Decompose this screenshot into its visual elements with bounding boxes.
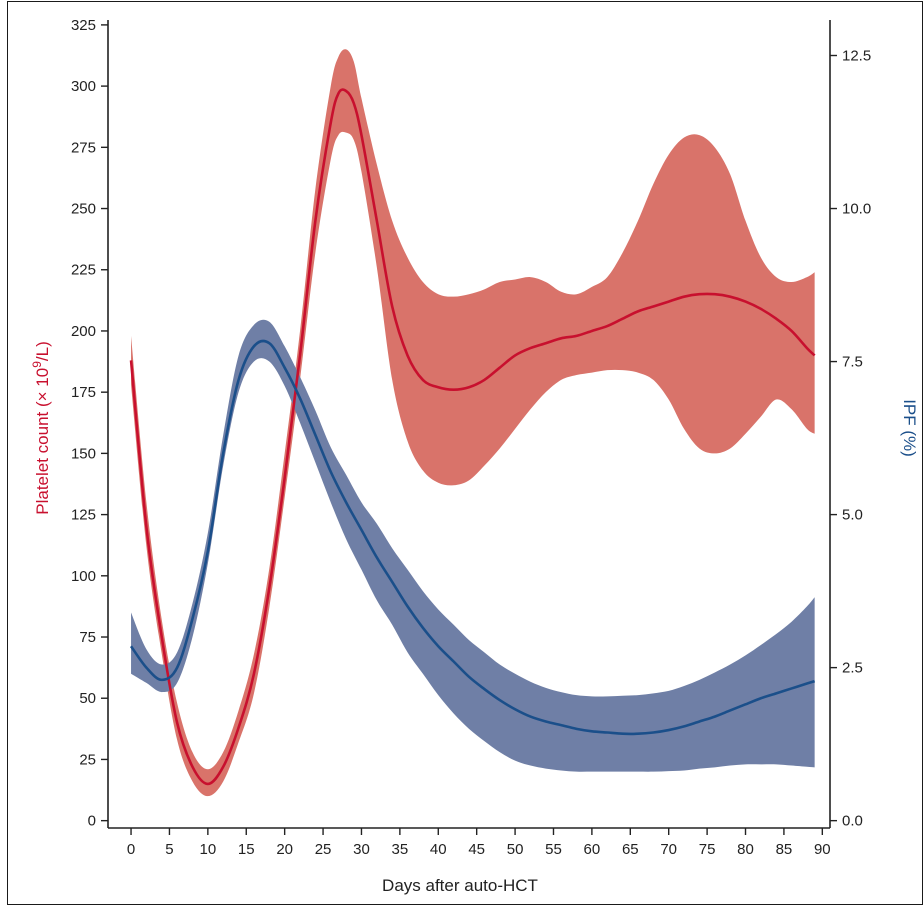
x-tick-label: 55 — [545, 841, 562, 858]
y-right-tick-label: 5.0 — [842, 507, 863, 524]
x-tick-label: 20 — [276, 841, 293, 858]
x-tick-label: 85 — [776, 841, 793, 858]
x-tick-label: 60 — [584, 841, 601, 858]
confidence-bands — [131, 49, 815, 797]
axes: 0 5 10 15 20 25 30 35 40 45 50 55 60 65 70 75 80 85 90 0 25 5… — [71, 17, 871, 858]
y-left-tick-label: 75 — [79, 629, 96, 646]
series-lines — [129, 88, 816, 786]
platelet-line — [129, 88, 816, 786]
x-tick-label: 25 — [315, 841, 332, 858]
y-left-tick-label: 125 — [71, 507, 96, 524]
y-left-tick-label: 25 — [79, 751, 96, 768]
x-tick-label: 80 — [737, 841, 754, 858]
x-tick-label: 65 — [622, 841, 639, 858]
y-left-tick-label: 50 — [79, 690, 96, 707]
y-left-tick-label: 175 — [71, 384, 96, 401]
x-tick-label: 90 — [814, 841, 831, 858]
y-axis-left-title: Platelet count (× 109/L) — [30, 341, 52, 515]
y-left-tick-label: 275 — [71, 139, 96, 156]
platelet-confidence-band — [131, 49, 815, 797]
x-tick-label: 70 — [660, 841, 677, 858]
x-tick-label: 45 — [468, 841, 485, 858]
x-tick-label: 50 — [507, 841, 524, 858]
y-right-tick-label: 7.5 — [842, 354, 863, 371]
y-left-tick-label: 300 — [71, 78, 96, 95]
y-left-tick-label: 225 — [71, 262, 96, 279]
x-tick-label: 10 — [200, 841, 217, 858]
x-axis-title: Days after auto-HCT — [382, 876, 538, 895]
y-axis-right-title: IPF (%) — [900, 399, 919, 457]
y-right-tick-label: 10.0 — [842, 201, 871, 218]
x-tick-label: 5 — [165, 841, 173, 858]
y-left-tick-label: 100 — [71, 568, 96, 585]
x-tick-label: 40 — [430, 841, 447, 858]
x-tick-label: 35 — [392, 841, 409, 858]
y-right-tick-label: 12.5 — [842, 48, 871, 65]
y-left-tick-label: 200 — [71, 323, 96, 340]
y-right-tick-label: 0.0 — [842, 813, 863, 830]
y-left-tick-label: 325 — [71, 17, 96, 34]
y-left-tick-label: 250 — [71, 201, 96, 218]
y-right-tick-label: 2.5 — [842, 660, 863, 677]
x-tick-label: 15 — [238, 841, 255, 858]
x-tick-label: 75 — [699, 841, 716, 858]
x-tick-label: 0 — [127, 841, 135, 858]
y-left-tick-label: 0 — [88, 813, 96, 830]
ipf-line — [129, 339, 816, 736]
y-left-tick-label: 150 — [71, 445, 96, 462]
x-tick-label: 30 — [353, 841, 370, 858]
